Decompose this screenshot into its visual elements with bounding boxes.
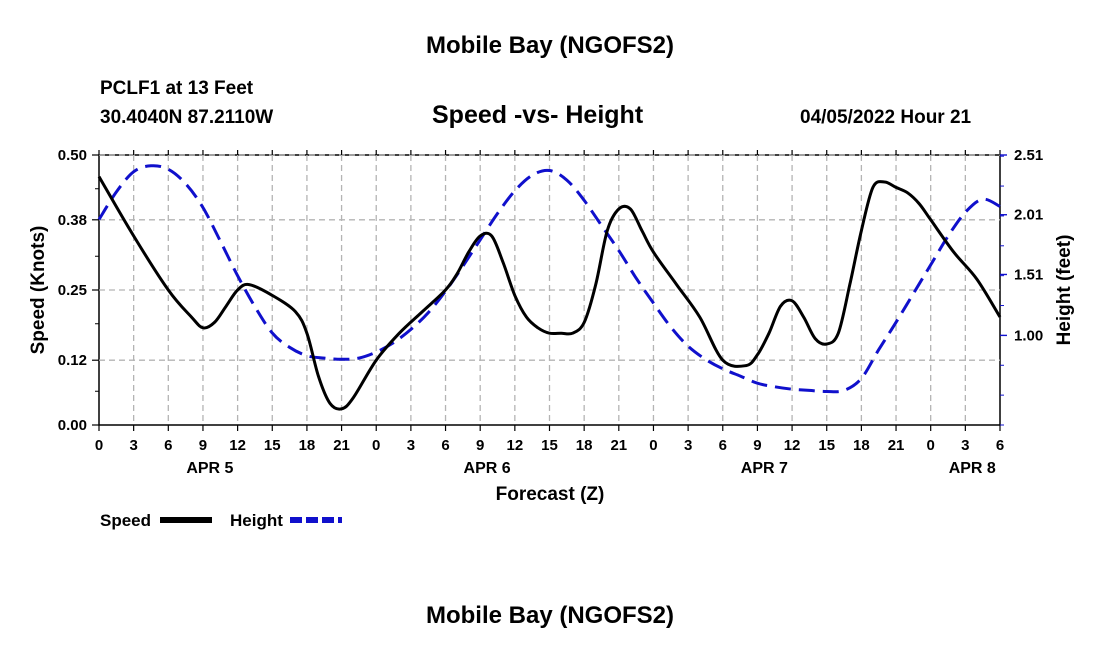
height-series-line bbox=[97, 164, 1001, 394]
x-tick-label: 3 bbox=[684, 437, 692, 454]
x-tick-label: 21 bbox=[333, 437, 350, 454]
timestamp-label: 04/05/2022 Hour 21 bbox=[800, 107, 972, 128]
y-tick-label: 0.12 bbox=[58, 352, 87, 369]
date-label: APR 6 bbox=[464, 460, 511, 477]
station-label: PCLF1 at 13 Feet bbox=[100, 78, 254, 99]
x-tick-label: 9 bbox=[199, 437, 207, 454]
x-tick-label: 9 bbox=[753, 437, 761, 454]
x-tick-label: 0 bbox=[927, 437, 935, 454]
x-tick-label: 9 bbox=[476, 437, 484, 454]
x-tick-label: 12 bbox=[229, 437, 246, 454]
date-label: APR 5 bbox=[186, 460, 233, 477]
date-labels: APR 5 APR 6 APR 7 APR 8 bbox=[186, 460, 996, 477]
x-tick-label: 3 bbox=[961, 437, 969, 454]
x-tick-label: 18 bbox=[853, 437, 870, 454]
x-tick-label: 15 bbox=[264, 437, 281, 454]
legend: Speed Height bbox=[100, 511, 342, 530]
y-tick-label: 0.50 bbox=[58, 147, 87, 164]
y2-tick-label: 2.01 bbox=[1014, 207, 1043, 224]
speed-height-chart: 0.00 0.12 0.25 0.38 0.50 1.00 1.51 2.01 2.51 0 3… bbox=[28, 147, 1075, 530]
x-tick-label: 6 bbox=[441, 437, 449, 454]
footer-title: Mobile Bay (NGOFS2) bbox=[425, 602, 675, 629]
axis-ticks bbox=[92, 150, 1007, 431]
y-tick-label: 0.25 bbox=[58, 282, 87, 299]
x-tick-label: 12 bbox=[784, 437, 801, 454]
x-axis-title: Forecast (Z) bbox=[496, 484, 605, 505]
x-tick-label: 21 bbox=[888, 437, 905, 454]
coordinates-label: 30.4040N 87.2110W bbox=[100, 107, 274, 128]
y-axis-title: Speed (Knots) bbox=[28, 226, 49, 355]
x-tick-label: 21 bbox=[610, 437, 627, 454]
x-tick-label: 12 bbox=[507, 437, 524, 454]
y2-tick-label: 2.51 bbox=[1014, 147, 1043, 164]
y-tick-label: 0.38 bbox=[58, 212, 87, 229]
date-label: APR 8 bbox=[949, 460, 996, 477]
y2-tick-label: 1.51 bbox=[1014, 266, 1043, 283]
speed-series-line bbox=[97, 175, 1002, 411]
chart-title: Speed -vs- Height bbox=[432, 101, 644, 129]
x-tick-label: 15 bbox=[818, 437, 835, 454]
x-tick-label: 0 bbox=[95, 437, 103, 454]
grid-lines bbox=[99, 154, 1000, 425]
x-tick-label: 6 bbox=[996, 437, 1004, 454]
x-tick-label: 18 bbox=[299, 437, 316, 454]
legend-height-label: Height bbox=[230, 511, 283, 530]
legend-speed-label: Speed bbox=[100, 511, 151, 530]
x-tick-label: 0 bbox=[372, 437, 380, 454]
x-tick-label: 3 bbox=[407, 437, 415, 454]
x-tick-label: 15 bbox=[541, 437, 558, 454]
y2-axis-tick-labels: 1.00 1.51 2.01 2.51 bbox=[1014, 147, 1043, 344]
x-axis-tick-labels: 0 3 6 9 12 15 18 21 0 3 6 9 12 15 18 21 0 3 6 9 12 15 18 21 0 3 6 bbox=[95, 437, 1004, 454]
page-title: Mobile Bay (NGOFS2) bbox=[425, 32, 675, 59]
y2-axis-title: Height (feet) bbox=[1054, 235, 1075, 346]
date-label: APR 7 bbox=[741, 460, 788, 477]
y2-tick-label: 1.00 bbox=[1014, 327, 1043, 344]
y-axis-tick-labels: 0.00 0.12 0.25 0.38 0.50 bbox=[58, 147, 87, 434]
x-tick-label: 6 bbox=[164, 437, 172, 454]
y-tick-label: 0.00 bbox=[58, 417, 87, 434]
x-tick-label: 0 bbox=[649, 437, 657, 454]
x-tick-label: 6 bbox=[719, 437, 727, 454]
x-tick-label: 18 bbox=[576, 437, 593, 454]
x-tick-label: 3 bbox=[129, 437, 137, 454]
